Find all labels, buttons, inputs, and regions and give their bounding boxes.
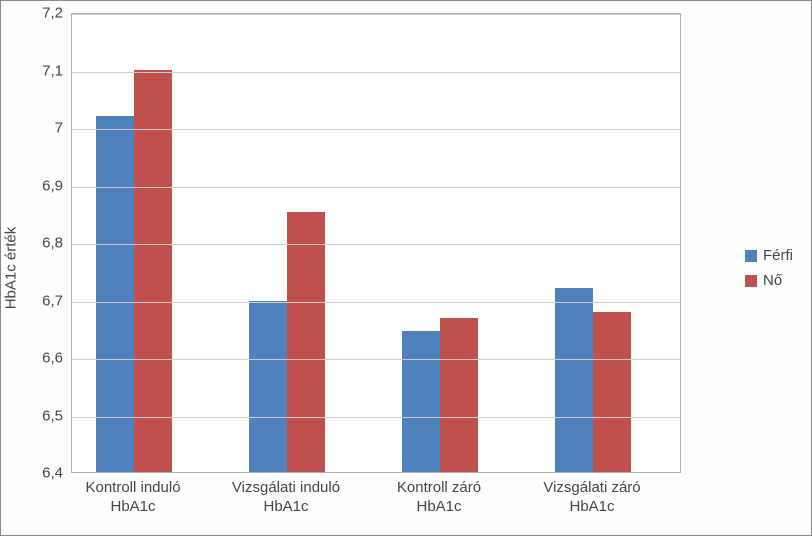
grid-line [72, 417, 680, 418]
grid-line [72, 244, 680, 245]
y-tick-label: 6,6 [7, 350, 63, 367]
bar [96, 116, 134, 473]
bar [593, 312, 631, 472]
bars-container [72, 14, 680, 472]
grid-line [72, 129, 680, 130]
bar [249, 301, 287, 472]
x-tick-label: Kontroll záró HbA1c [364, 479, 514, 517]
y-tick-label: 6,7 [7, 292, 63, 309]
legend-label: Férfi [763, 247, 793, 264]
y-tick-label: 6,4 [7, 465, 63, 482]
legend-swatch [745, 275, 757, 287]
y-tick-label: 7,1 [7, 62, 63, 79]
y-tick-label: 7 [7, 120, 63, 137]
legend-swatch [745, 250, 757, 262]
x-tick-label: Kontroll induló HbA1c [58, 479, 208, 517]
grid-line [72, 302, 680, 303]
grid-line [72, 14, 680, 15]
bar [555, 288, 593, 472]
grid-line [72, 359, 680, 360]
y-tick-label: 6,5 [7, 407, 63, 424]
legend-item: Férfi [745, 247, 793, 264]
legend-item: Nő [745, 272, 793, 289]
bar [402, 331, 440, 472]
plot-area [71, 13, 681, 473]
y-tick-label: 6,8 [7, 235, 63, 252]
legend: Férfi Nő [745, 239, 793, 297]
grid-line [72, 187, 680, 188]
y-tick-label: 7,2 [7, 5, 63, 22]
chart-frame: HbA1c érték FérfiNő 6,46,56,66,76,86,977… [0, 0, 812, 536]
grid-line [72, 72, 680, 73]
y-tick-label: 6,9 [7, 177, 63, 194]
x-tick-label: Vizsgálati induló HbA1c [211, 479, 361, 517]
x-tick-label: Vizsgálati záró HbA1c [517, 479, 667, 517]
bar [287, 212, 325, 472]
legend-label: Nő [763, 272, 782, 289]
bar [440, 318, 478, 472]
